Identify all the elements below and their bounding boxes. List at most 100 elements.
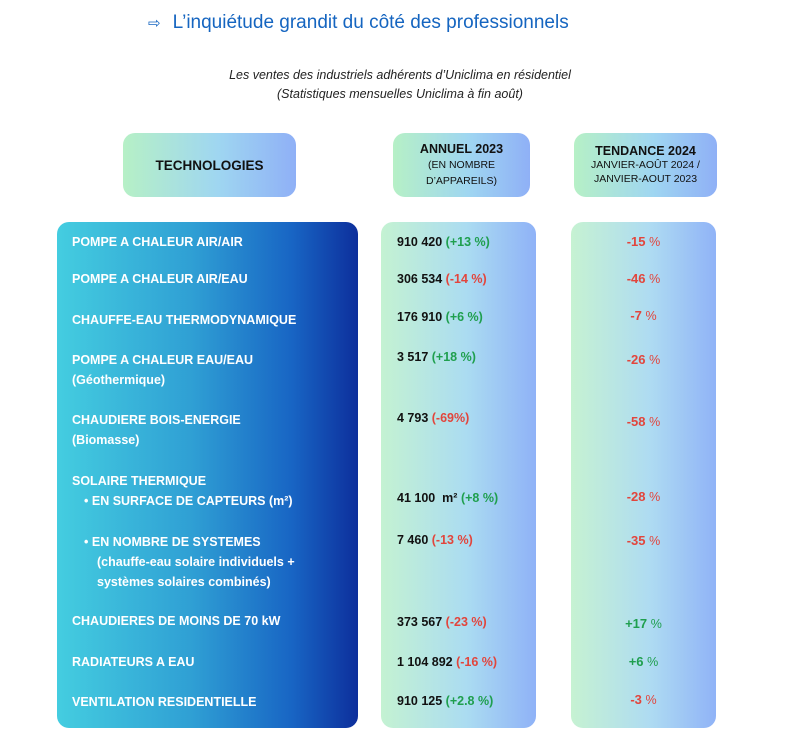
tech-label: CHAUFFE-EAU THERMODYNAMIQUE: [72, 313, 297, 327]
value-change: (-13 %): [431, 533, 473, 547]
trend-percent: %: [645, 693, 657, 707]
trend-value-5: -58 %: [571, 414, 716, 429]
tech-label: CHAUDIERE BOIS-ENERGIE: [72, 413, 241, 427]
trend-value-3: -7 %: [571, 308, 716, 323]
technologies-panel: [57, 222, 358, 728]
subtitle-line-1: Les ventes des industriels adhérents d’U…: [229, 68, 571, 82]
tech-bullet-item: • EN SURFACE DE CAPTEURS (m²): [72, 491, 357, 511]
header-tendance-sub-1: JANVIER-AOÛT 2024 /: [591, 159, 700, 171]
value-number: 910 125: [397, 694, 443, 708]
value-change: (-14 %): [445, 272, 487, 286]
value-change: (+18 %): [431, 350, 476, 364]
page-title: ⇨ L’inquiétude grandit du côté des profes…: [148, 12, 569, 34]
value-number: 1 104 892: [397, 655, 453, 669]
header-annuel-sub-1: (EN NOMBRE: [427, 159, 496, 171]
annuel-value-2: 306 534 (-14 %): [397, 272, 487, 286]
trend-number: +6: [628, 654, 644, 669]
tech-label: RADIATEURS A EAU: [72, 655, 195, 669]
tendance-panel: [571, 222, 716, 728]
tech-label: VENTILATION RESIDENTIELLE: [72, 695, 257, 709]
tech-row-2: POMPE A CHALEUR AIR/EAU: [72, 269, 357, 289]
trend-percent: %: [645, 309, 657, 323]
annuel-value-8: 373 567 (-23 %): [397, 615, 487, 629]
value-change: (-69%): [431, 411, 470, 425]
tech-row-3: CHAUFFE-EAU THERMODYNAMIQUE: [72, 310, 357, 330]
trend-number: -35: [626, 533, 646, 548]
tech-label: POMPE A CHALEUR AIR/AIR: [72, 235, 243, 249]
annuel-value-1: 910 420 (+13 %): [397, 235, 490, 249]
trend-percent: %: [649, 272, 661, 286]
trend-value-1: -15 %: [571, 234, 716, 249]
trend-number: -26: [626, 352, 646, 367]
tech-sublabel: (Géothermique): [72, 373, 166, 387]
header-annuel-title: ANNUEL 2023: [419, 142, 504, 156]
annuel-value-7: 7 460 (-13 %): [397, 533, 473, 547]
header-technologies-label: TECHNOLOGIES: [155, 157, 264, 173]
tech-row-8: CHAUDIERES DE MOINS DE 70 kW: [72, 611, 357, 631]
tech-label: CHAUDIERES DE MOINS DE 70 kW: [72, 614, 281, 628]
tech-sublabel: (Biomasse): [72, 433, 140, 447]
value-number: 7 460: [397, 533, 429, 547]
tech-row-6: SOLAIRE THERMIQUE • EN SURFACE DE CAPTEU…: [72, 471, 357, 511]
bullet-icon: •: [84, 535, 92, 549]
trend-number: -3: [630, 692, 642, 707]
annuel-value-4: 3 517 (+18 %): [397, 350, 476, 364]
tech-row-10: VENTILATION RESIDENTIELLE: [72, 692, 357, 712]
annuel-value-3: 176 910 (+6 %): [397, 310, 483, 324]
trend-number: -7: [630, 308, 642, 323]
bullet-icon: •: [84, 494, 92, 508]
tech-row-9: RADIATEURS A EAU: [72, 652, 357, 672]
trend-number: -58: [626, 414, 646, 429]
headline-text: L’inquiétude grandit du côté des profess…: [172, 12, 569, 33]
subtitle-line-2: (Statistiques mensuelles Uniclima à fin …: [277, 87, 523, 101]
trend-number: -46: [626, 271, 646, 286]
tech-row-5: CHAUDIERE BOIS-ENERGIE (Biomasse): [72, 410, 357, 450]
value-number: 306 534: [397, 272, 443, 286]
trend-percent: %: [649, 353, 661, 367]
tech-label: POMPE A CHALEUR AIR/EAU: [72, 272, 248, 286]
annuel-panel: [381, 222, 536, 728]
trend-percent: %: [649, 235, 661, 249]
tech-sublabel: systèmes solaires combinés): [97, 575, 271, 589]
trend-value-9: +6 %: [571, 654, 716, 669]
trend-value-2: -46 %: [571, 271, 716, 286]
value-number: 373 567: [397, 615, 443, 629]
trend-value-10: -3 %: [571, 692, 716, 707]
trend-percent: %: [649, 534, 661, 548]
value-number: 3 517: [397, 350, 429, 364]
subtitle: Les ventes des industriels adhérents d’U…: [0, 66, 800, 104]
tech-row-4: POMPE A CHALEUR EAU/EAU (Géothermique): [72, 350, 357, 390]
tech-label: SOLAIRE THERMIQUE: [72, 474, 207, 488]
header-annuel-sub-2: D’APPAREILS): [426, 175, 497, 187]
tech-label: POMPE A CHALEUR EAU/EAU: [72, 353, 254, 367]
header-annuel: ANNUEL 2023 (EN NOMBRE D’APPAREILS): [393, 133, 530, 197]
trend-value-6: -28 %: [571, 489, 716, 504]
value-change: (+6 %): [445, 310, 483, 324]
tech-row-1: POMPE A CHALEUR AIR/AIR: [72, 232, 357, 252]
annuel-value-10: 910 125 (+2.8 %): [397, 694, 493, 708]
value-number: 910 420: [397, 235, 443, 249]
value-change: (-23 %): [445, 615, 487, 629]
trend-number: -28: [626, 489, 646, 504]
trend-percent: %: [650, 617, 662, 631]
trend-value-7: -35 %: [571, 533, 716, 548]
value-change: (+13 %): [445, 235, 490, 249]
header-technologies: TECHNOLOGIES: [123, 133, 296, 197]
value-number: 4 793: [397, 411, 429, 425]
annuel-value-6: 41 100 m² (+8 %): [397, 491, 498, 505]
trend-value-8: +17 %: [571, 616, 716, 631]
tech-bullet-item: • EN NOMBRE DE SYSTEMES: [72, 532, 357, 552]
tech-row-7: • EN NOMBRE DE SYSTEMES (chauffe-eau sol…: [72, 532, 357, 592]
annuel-value-5: 4 793 (-69%): [397, 411, 469, 425]
trend-number: +17: [625, 616, 648, 631]
value-change: (-16 %): [456, 655, 498, 669]
value-change: (+2.8 %): [445, 694, 494, 708]
trend-percent: %: [649, 415, 661, 429]
trend-percent: %: [649, 490, 661, 504]
trend-number: -15: [626, 234, 646, 249]
arrow-right-icon: ⇨: [148, 15, 161, 32]
tech-bullet-label: EN NOMBRE DE SYSTEMES: [91, 535, 261, 549]
trend-value-4: -26 %: [571, 352, 716, 367]
annuel-value-9: 1 104 892 (-16 %): [397, 655, 497, 669]
header-tendance-sub-2: JANVIER-AOUT 2023: [593, 173, 698, 185]
